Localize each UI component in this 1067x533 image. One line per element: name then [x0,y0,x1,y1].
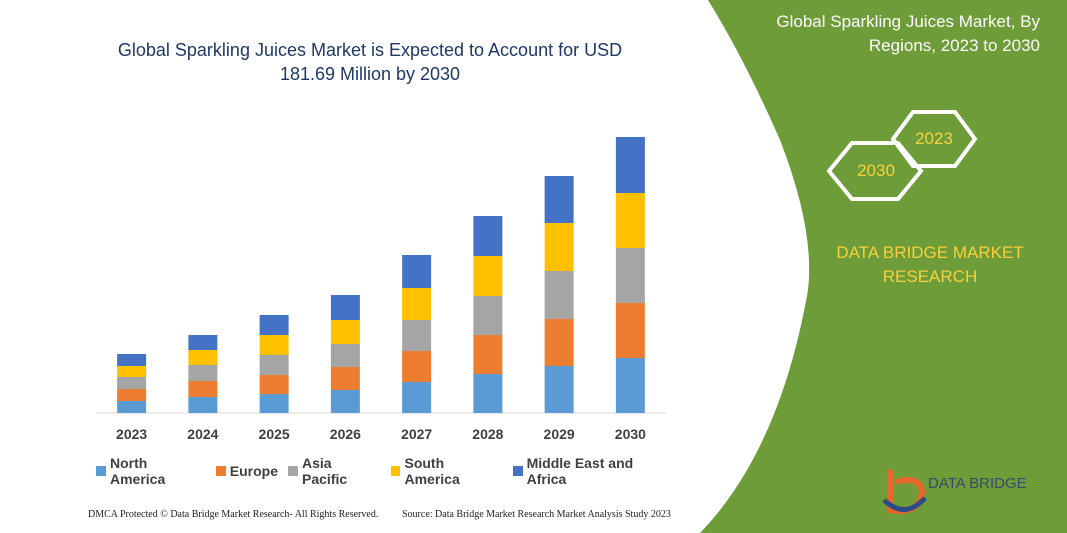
footer-right: Source: Data Bridge Market Research Mark… [402,509,671,520]
legend-label: Middle East and Africa [526,455,634,487]
bar-segment [402,382,432,413]
bar-segment [330,390,360,413]
bar-segment [117,389,147,401]
side-background [700,0,1067,533]
bar-segment [188,365,218,381]
bar-segment [188,397,218,413]
bar-segment [473,335,503,374]
bar-segment [330,320,360,344]
legend: North America Europe Asia Pacific South Ame… [96,455,676,487]
x-tick-label: 2025 [259,426,290,442]
bar-segment [259,394,289,413]
bar-segment [473,296,503,335]
legend-label: North America [109,455,166,487]
logo-text: DATA BRIDGE [928,475,1027,492]
bar-segment [473,216,503,256]
legend-item: Europe [215,455,279,487]
bar-segment [544,176,574,223]
chart-title: Global Sparkling Juices Market is Expect… [117,40,623,84]
bar-segment [259,315,289,335]
legend-item: North America [96,455,206,487]
legend-swatch [390,466,401,476]
bar-segment [188,350,218,365]
legend-label: South America [404,455,460,487]
bar-segment [544,271,574,319]
logo-icon [882,496,927,512]
bar-segment [117,366,147,377]
bar-segment [402,320,432,351]
x-tick-label: 2023 [116,426,147,442]
x-tick-label: 2030 [615,426,646,442]
bar-segment [615,248,645,303]
bar-segment [259,355,289,375]
bar-segment [402,255,432,288]
bar-segment [330,367,360,390]
brand: DATA BRIDGE MARKET RESEARCH [836,243,1024,286]
legend-swatch [288,466,299,476]
hexagon-label: 2023 [915,129,953,148]
x-tick-label: 2027 [401,426,432,442]
x-tick-label: 2029 [544,426,575,442]
x-tick-label: 2024 [187,426,218,442]
side-title: Global Sparkling Juices Market, By Regio… [776,12,1040,55]
bar-segment [473,374,503,413]
footer-left: DMCA Protected © Data Bridge Market Rese… [88,509,379,520]
bar-segment [117,354,147,366]
bar-segment [117,401,147,413]
bar-segment [615,137,645,193]
bar-segment [188,335,218,350]
bar-segment [544,319,574,366]
x-tick-label: 2026 [330,426,361,442]
legend-item: Middle East and Africa [512,455,676,487]
bar-segment [473,256,503,296]
bar-segment [259,335,289,355]
bar-segment [117,377,147,389]
legend-label: Europe [229,463,279,479]
bar-segment [615,303,645,358]
legend-item: South America [390,455,503,487]
legend-swatch [512,466,523,476]
bar-segment [188,381,218,397]
legend-item: Asia Pacific [288,455,380,487]
legend-swatch [96,466,106,476]
bar-segment [402,351,432,382]
legend-label: Asia Pacific [302,455,348,487]
legend-swatch [215,466,226,476]
bar-segment [544,223,574,271]
bar-segment [544,366,574,413]
bar-segment [615,358,645,413]
hexagon-label: 2030 [857,161,895,180]
bar-segment [330,295,360,320]
x-tick-label: 2028 [472,426,503,442]
bar-segment [330,344,360,367]
bar-segment [402,288,432,320]
hexagon [890,110,978,168]
bar-segment [259,375,289,394]
bar-segment [615,193,645,248]
